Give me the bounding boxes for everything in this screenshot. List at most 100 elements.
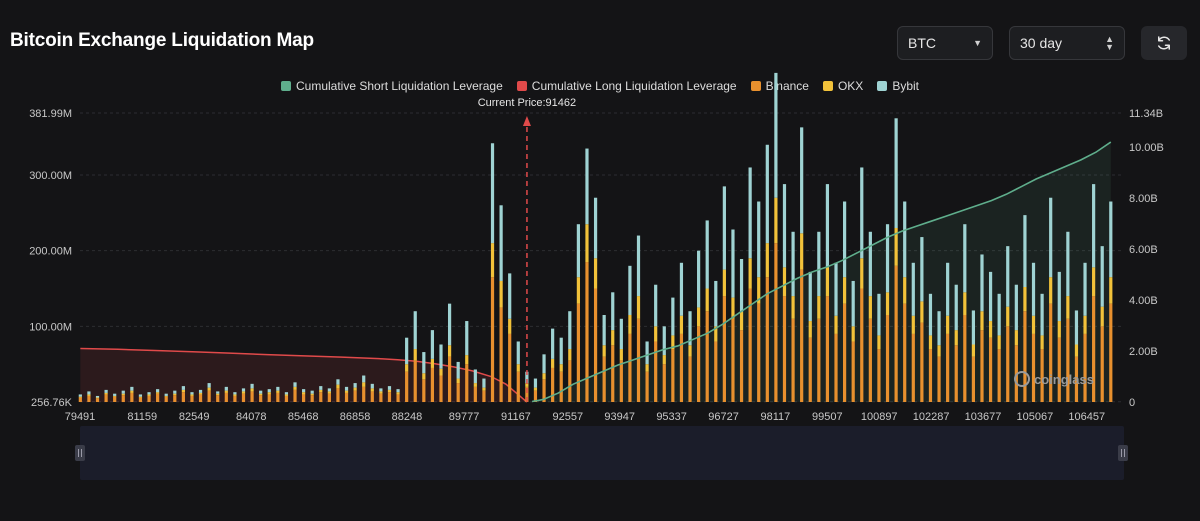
- coin-select[interactable]: BTC ▼: [897, 26, 993, 60]
- bar-bybit: [1074, 310, 1079, 345]
- bar-okx: [748, 258, 752, 289]
- bar-binance: [757, 303, 761, 402]
- bar-stack: [156, 389, 160, 402]
- zoom-slider[interactable]: [75, 426, 1128, 480]
- time-range-select[interactable]: 30 day ▲ ▼: [1009, 26, 1125, 60]
- bar-stack: [267, 389, 271, 402]
- bar-okx: [628, 314, 632, 334]
- bar-stack: [980, 254, 984, 402]
- bar-stack: [1066, 231, 1070, 402]
- bar-binance: [645, 371, 649, 402]
- bar-bybit: [697, 250, 701, 308]
- bar-stack: [585, 148, 589, 402]
- bar-okx: [619, 349, 623, 361]
- x-tick-label: 82549: [179, 411, 210, 423]
- bar-stack: [516, 341, 520, 402]
- bar-bybit: [1083, 262, 1087, 316]
- bar-okx: [946, 315, 950, 334]
- x-tick-label: 102287: [913, 411, 950, 423]
- bar-okx: [714, 326, 718, 342]
- bar-stack: [396, 389, 400, 402]
- bar-okx: [1066, 296, 1070, 319]
- bar-bybit: [302, 389, 306, 393]
- refresh-button[interactable]: [1141, 26, 1187, 60]
- bar-bybit: [782, 184, 787, 268]
- bar-stack: [370, 383, 374, 402]
- page-title: Bitcoin Exchange Liquidation Map: [10, 30, 314, 51]
- bar-bybit: [336, 379, 340, 385]
- bar-okx: [78, 396, 82, 398]
- zoom-slider-handle[interactable]: [1118, 445, 1128, 461]
- bar-stack: [104, 389, 108, 402]
- legend-item[interactable]: Cumulative Short Liquidation Leverage: [280, 79, 503, 93]
- bar-binance: [782, 296, 787, 402]
- bar-bybit: [1040, 293, 1044, 336]
- legend-item[interactable]: Bybit: [877, 79, 919, 93]
- bar-bybit: [87, 391, 91, 395]
- bar-binance: [78, 397, 82, 402]
- bar-okx: [963, 292, 967, 315]
- bar-okx: [834, 315, 838, 334]
- bar-binance: [679, 333, 684, 402]
- y-right-tick-label: 11.34B: [1129, 108, 1163, 120]
- bar-stack: [1083, 262, 1087, 402]
- bar-binance: [739, 330, 744, 402]
- legend-label: Cumulative Short Liquidation Leverage: [295, 79, 503, 93]
- y-right-tick-label: 6.00B: [1129, 244, 1158, 256]
- bar-binance: [276, 392, 280, 402]
- bar-stack: [963, 224, 967, 402]
- bar-okx: [697, 307, 701, 327]
- bar-stack: [387, 386, 392, 402]
- bar-bybit: [559, 337, 563, 365]
- bar-binance: [619, 360, 623, 402]
- bar-stack: [198, 389, 203, 402]
- bar-stack: [87, 391, 91, 402]
- bar-stack: [997, 293, 1001, 402]
- bar-bybit: [216, 391, 220, 394]
- bar-bybit: [593, 197, 598, 259]
- zoom-slider-handle[interactable]: [75, 445, 85, 461]
- short-cumulative-line: [531, 141, 1112, 403]
- bar-binance: [654, 341, 658, 402]
- bar-stack: [885, 224, 890, 402]
- bar-stack: [241, 388, 246, 402]
- bar-binance: [920, 322, 924, 402]
- bar-bybit: [551, 328, 555, 359]
- bar-okx: [842, 277, 847, 304]
- bar-binance: [800, 269, 804, 402]
- bar-bybit: [619, 318, 623, 350]
- legend-item[interactable]: Cumulative Long Liquidation Leverage: [516, 79, 737, 93]
- bar-bybit: [997, 293, 1001, 336]
- bar-bybit: [499, 205, 503, 281]
- bar-bybit: [714, 280, 718, 327]
- bar-binance: [1100, 326, 1104, 402]
- bar-okx: [130, 390, 134, 393]
- bar-bybit: [654, 284, 658, 327]
- bar-binance: [113, 396, 117, 402]
- legend-item[interactable]: OKX: [822, 79, 863, 93]
- bar-bybit: [808, 271, 812, 322]
- bar-binance: [533, 390, 538, 402]
- bar-bybit: [911, 262, 915, 316]
- x-tick-label: 91167: [501, 411, 531, 423]
- bar-binance: [559, 371, 563, 402]
- bar-binance: [817, 318, 821, 402]
- bar-bybit: [156, 389, 160, 393]
- bar-bybit: [370, 383, 374, 389]
- bar-binance: [95, 398, 100, 402]
- bar-binance: [1083, 333, 1087, 402]
- bar-binance: [525, 386, 529, 402]
- bar-bybit: [344, 386, 349, 391]
- bar-stack: [224, 386, 228, 402]
- bar-bybit: [482, 378, 486, 388]
- bar-stack: [1023, 215, 1027, 402]
- bar-binance: [1040, 349, 1044, 402]
- bar-stack: [499, 205, 503, 402]
- bar-bybit: [1100, 246, 1104, 307]
- bar-bybit: [422, 352, 426, 374]
- bar-bybit: [181, 386, 185, 390]
- bar-okx: [525, 383, 529, 387]
- bar-stack: [164, 393, 168, 402]
- bar-okx: [482, 387, 486, 391]
- bar-bybit: [791, 231, 795, 297]
